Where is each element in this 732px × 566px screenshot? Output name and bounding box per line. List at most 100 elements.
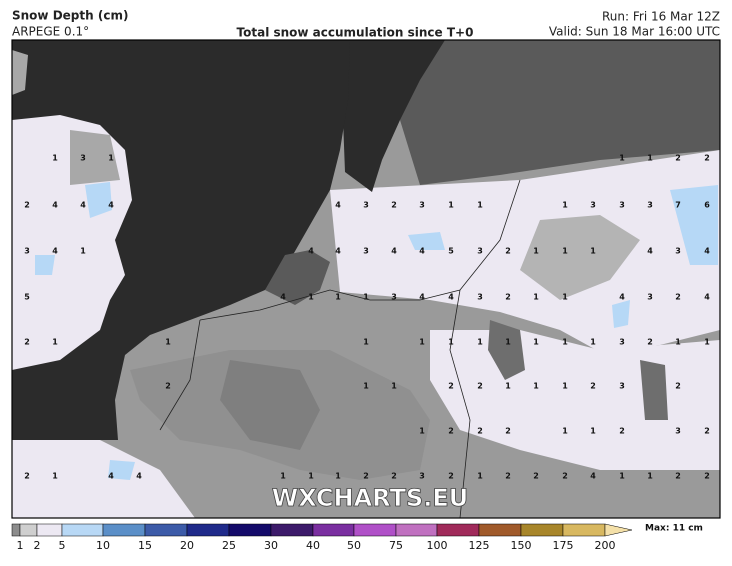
- watermark: WXCHARTS.EU: [272, 484, 468, 512]
- grid-value: 1: [52, 472, 58, 481]
- land-patch: [520, 215, 640, 300]
- grid-value: 1: [165, 338, 171, 347]
- grid-value: 4: [52, 201, 58, 210]
- legend-tick-label: 1: [17, 539, 24, 552]
- grid-value: 4: [590, 472, 596, 481]
- grid-value: 1: [308, 472, 314, 481]
- grid-value: 1: [590, 247, 596, 256]
- grid-value: 1: [533, 247, 539, 256]
- map-subtitle: Total snow accumulation since T+0: [237, 26, 474, 40]
- grid-value: 3: [419, 201, 425, 210]
- grid-value: 2: [647, 338, 653, 347]
- legend-swatch: [102, 523, 146, 537]
- legend-tick-label: 75: [389, 539, 403, 552]
- max-label: Max: 11 cm: [645, 524, 703, 534]
- legend-tick-label: 150: [511, 539, 532, 552]
- grid-value: 1: [533, 293, 539, 302]
- grid-value: 4: [335, 201, 341, 210]
- legend-swatch: [312, 523, 355, 537]
- grid-value: 1: [477, 338, 483, 347]
- legend-tick-label: 20: [180, 539, 194, 552]
- legend-swatch: [436, 523, 480, 537]
- grid-value: 2: [675, 382, 681, 391]
- grid-value: 4: [335, 247, 341, 256]
- grid-value: 2: [477, 382, 483, 391]
- grid-value: 2: [391, 472, 397, 481]
- grid-value: 1: [562, 427, 568, 436]
- legend-tick-label: 175: [553, 539, 574, 552]
- grid-value: 3: [24, 247, 30, 256]
- grid-value: 1: [363, 338, 369, 347]
- grid-value: 1: [562, 382, 568, 391]
- grid-value: 1: [562, 338, 568, 347]
- grid-value: 1: [52, 338, 58, 347]
- grid-value: 2: [590, 382, 596, 391]
- grid-value: 1: [562, 293, 568, 302]
- dark-land: [400, 40, 720, 185]
- grid-value: 4: [136, 472, 142, 481]
- grid-value: 4: [108, 201, 114, 210]
- grid-value: 5: [24, 293, 30, 302]
- grid-value: 1: [562, 247, 568, 256]
- legend-tick-label: 100: [427, 539, 448, 552]
- grid-value: 1: [477, 201, 483, 210]
- grid-value: 1: [363, 293, 369, 302]
- grid-value: 3: [477, 247, 483, 256]
- legend-swatch: [61, 523, 104, 537]
- run-time: Run: Fri 16 Mar 12Z: [602, 10, 720, 24]
- grid-value: 2: [448, 427, 454, 436]
- legend-swatch: [395, 523, 438, 537]
- legend-swatch: [520, 523, 564, 537]
- grid-value: 1: [419, 427, 425, 436]
- grid-value: 4: [308, 247, 314, 256]
- grid-value: 3: [619, 201, 625, 210]
- grid-value: 2: [391, 201, 397, 210]
- grid-value: 4: [704, 293, 710, 302]
- grid-value: 2: [505, 427, 511, 436]
- grid-value: 1: [505, 338, 511, 347]
- grid-value: 2: [533, 472, 539, 481]
- grid-value: 1: [419, 338, 425, 347]
- grid-value: 1: [363, 382, 369, 391]
- legend-tick-label: 5: [59, 539, 66, 552]
- grid-value: 2: [619, 427, 625, 436]
- grid-value: 1: [619, 154, 625, 163]
- grid-value: 4: [704, 247, 710, 256]
- legend-arrow: [604, 523, 633, 537]
- grid-value: 3: [80, 154, 86, 163]
- legend-swatch: [228, 523, 272, 537]
- grid-value: 2: [675, 154, 681, 163]
- grid-value: 2: [505, 293, 511, 302]
- grid-value: 1: [477, 472, 483, 481]
- grid-value: 4: [280, 293, 286, 302]
- grid-value: 2: [477, 427, 483, 436]
- grid-value: 3: [647, 293, 653, 302]
- grid-value: 1: [647, 154, 653, 163]
- grid-value: 3: [363, 247, 369, 256]
- grid-value: 1: [562, 201, 568, 210]
- snow-patch: [35, 182, 718, 480]
- grid-value: 2: [675, 293, 681, 302]
- legend-tick-label: 15: [138, 539, 152, 552]
- grid-value: 2: [505, 247, 511, 256]
- snow-area: [330, 150, 720, 352]
- map-title: Snow Depth (cm): [12, 9, 128, 23]
- coast-detail: [265, 250, 330, 305]
- grid-value: 1: [308, 293, 314, 302]
- legend-tick-label: 125: [469, 539, 490, 552]
- grid-value: 3: [675, 427, 681, 436]
- valid-time: Valid: Sun 18 Mar 16:00 UTC: [549, 25, 720, 39]
- grid-value: 2: [24, 201, 30, 210]
- legend-swatch: [19, 523, 38, 537]
- grid-value: 2: [704, 427, 710, 436]
- legend-swatch: [11, 523, 21, 537]
- grid-labels: 1 3 1 1 1 2 2 2 4 4 4 4 3 2 3 1 1 1 3 3 3 7 6 3 4 1 4 4 3 4 4 5 3 2 1 1 1 4 3 4…: [24, 154, 710, 481]
- grid-value: 4: [419, 293, 425, 302]
- grid-value: 2: [675, 472, 681, 481]
- grid-value: 6: [704, 201, 710, 210]
- legend-swatch: [186, 523, 230, 537]
- legend-swatch: [353, 523, 397, 537]
- grid-value: 2: [165, 382, 171, 391]
- grid-value: 3: [477, 293, 483, 302]
